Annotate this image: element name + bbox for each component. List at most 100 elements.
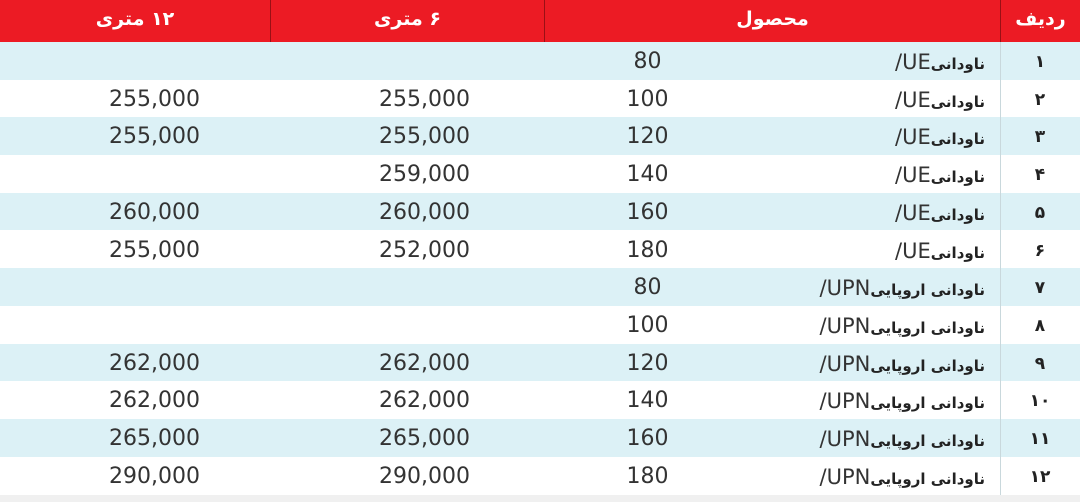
row-number: ۵ bbox=[1034, 202, 1046, 223]
table-row: ۱ ناودانیUE/80 bbox=[0, 42, 1080, 80]
product-size: 80 bbox=[633, 49, 662, 74]
product-name: ناودانیUE/ bbox=[700, 155, 985, 193]
product-size: 120 bbox=[626, 350, 669, 376]
product-size: 100 bbox=[626, 86, 669, 112]
row-number: ۴ bbox=[1034, 165, 1046, 186]
price-12m: 262,000 bbox=[109, 350, 200, 376]
price-6m: 259,000 bbox=[379, 162, 470, 188]
product-name: ناودانی اروپاییUPN/ bbox=[700, 381, 985, 419]
product-type: ناودانی اروپایی bbox=[870, 469, 985, 488]
product-size: 120 bbox=[626, 124, 669, 150]
price-12m bbox=[20, 155, 200, 193]
product-code: UE/ bbox=[895, 125, 931, 150]
table-row: ۷ ناودانی اروپاییUPN/80 bbox=[0, 268, 1080, 306]
product-code: UPN/ bbox=[819, 464, 871, 489]
product-name: ناودانیUE/ bbox=[700, 80, 985, 118]
product-type: ناودانی اروپایی bbox=[870, 281, 985, 300]
price-6m: 255,000 bbox=[379, 124, 470, 150]
row-number: ۱ bbox=[1034, 52, 1046, 72]
header-product: محصول bbox=[736, 8, 809, 30]
product-name: ناودانیUE/ bbox=[700, 193, 985, 231]
header-divider bbox=[1000, 0, 1001, 42]
row-number: ۱۰ bbox=[1029, 391, 1051, 412]
price-12m: 290,000 bbox=[109, 463, 200, 489]
product-type: ناودانی اروپایی bbox=[870, 318, 985, 337]
header-row-number: ردیف bbox=[1015, 8, 1066, 30]
price-6m bbox=[290, 42, 470, 80]
price-6m: 262,000 bbox=[379, 388, 470, 414]
row-number: ۱۱ bbox=[1029, 429, 1051, 449]
product-type: ناودانی bbox=[930, 243, 985, 262]
product-size: 160 bbox=[626, 199, 669, 225]
price-6m: 262,000 bbox=[379, 350, 470, 376]
product-code: UE/ bbox=[895, 50, 931, 74]
price-6m bbox=[290, 306, 470, 344]
header-12m: ۱۲ متری bbox=[95, 8, 175, 30]
product-type: ناودانی bbox=[930, 168, 985, 187]
price-6m: 265,000 bbox=[379, 426, 470, 451]
price-12m: 255,000 bbox=[109, 237, 200, 263]
price-12m: 265,000 bbox=[109, 426, 200, 451]
product-code: UPN/ bbox=[819, 313, 871, 338]
row-number: ۹ bbox=[1034, 353, 1046, 374]
table-row: ۲ ناودانیUE/100 255,000 255,000 bbox=[0, 80, 1080, 118]
row-number: ۸ bbox=[1034, 315, 1046, 336]
product-name: ناودانیUE/ bbox=[700, 231, 985, 269]
product-size: 140 bbox=[626, 162, 669, 188]
product-code: UE/ bbox=[895, 87, 931, 112]
header-divider bbox=[270, 0, 271, 42]
price-12m: 255,000 bbox=[109, 124, 200, 150]
price-6m: 260,000 bbox=[379, 199, 470, 225]
product-size: 80 bbox=[633, 275, 662, 301]
bottom-border bbox=[0, 495, 1080, 502]
product-name: ناودانی اروپاییUPN/ bbox=[700, 344, 985, 382]
row-number: ۳ bbox=[1034, 127, 1046, 148]
product-name: ناودانی اروپاییUPN/ bbox=[700, 306, 985, 344]
product-name: ناودانی اروپاییUPN/ bbox=[700, 268, 985, 306]
product-code: UPN/ bbox=[819, 351, 871, 376]
table-row: ۳ ناودانیUE/120 255,000 255,000 bbox=[0, 117, 1080, 156]
table-row: ۹ ناودانی اروپاییUPN/120 262,000 262,000 bbox=[0, 343, 1080, 382]
product-size: 100 bbox=[626, 312, 669, 338]
header-divider bbox=[544, 0, 545, 42]
product-type: ناودانی اروپایی bbox=[870, 432, 985, 450]
product-type: ناودانی bbox=[930, 205, 985, 224]
product-code: UE/ bbox=[895, 163, 931, 188]
table-row: ۱۲ ناودانی اروپاییUPN/180 290,000 290,000 bbox=[0, 457, 1080, 495]
price-6m: 290,000 bbox=[379, 463, 470, 489]
table-header: ۱۲ متری ۶ متری محصول ردیف bbox=[0, 0, 1080, 42]
price-12m bbox=[20, 268, 200, 306]
product-name: ناودانیUE/ bbox=[700, 117, 985, 155]
product-code: UPN/ bbox=[819, 427, 871, 451]
price-12m: 260,000 bbox=[109, 199, 200, 225]
price-6m: 252,000 bbox=[379, 237, 470, 263]
price-12m bbox=[20, 42, 200, 80]
price-12m: 262,000 bbox=[109, 388, 200, 414]
header-6m: ۶ متری bbox=[374, 8, 441, 30]
product-name: ناودانیUE/ bbox=[700, 42, 985, 80]
product-code: UE/ bbox=[895, 238, 931, 263]
price-6m: 255,000 bbox=[379, 86, 470, 112]
price-12m: 255,000 bbox=[109, 86, 200, 112]
product-name: ناودانی اروپاییUPN/ bbox=[700, 419, 985, 457]
row-number: ۲ bbox=[1034, 89, 1046, 110]
product-type: ناودانی اروپایی bbox=[870, 356, 985, 375]
table-row: ۱۰ ناودانی اروپاییUPN/140 262,000 262,000 bbox=[0, 381, 1080, 419]
product-code: UPN/ bbox=[819, 276, 871, 301]
row-number: ۶ bbox=[1034, 240, 1046, 261]
table-row: ۶ ناودانیUE/180 252,000 255,000 bbox=[0, 231, 1080, 269]
product-size: 140 bbox=[626, 388, 669, 414]
product-type: ناودانی bbox=[930, 92, 985, 111]
product-name: ناودانی اروپاییUPN/ bbox=[700, 457, 985, 495]
product-size: 180 bbox=[626, 237, 669, 263]
table-row: ۱۱ ناودانی اروپاییUPN/160 265,000 265,000 bbox=[0, 419, 1080, 457]
price-6m bbox=[290, 268, 470, 306]
column-divider bbox=[1000, 42, 1001, 498]
table-row: ۵ ناودانیUE/160 260,000 260,000 bbox=[0, 192, 1080, 231]
product-code: UE/ bbox=[895, 200, 931, 225]
product-type: ناودانی bbox=[930, 130, 985, 149]
price-12m bbox=[20, 306, 200, 344]
row-number: ۷ bbox=[1034, 278, 1046, 299]
product-size: 180 bbox=[626, 463, 669, 489]
